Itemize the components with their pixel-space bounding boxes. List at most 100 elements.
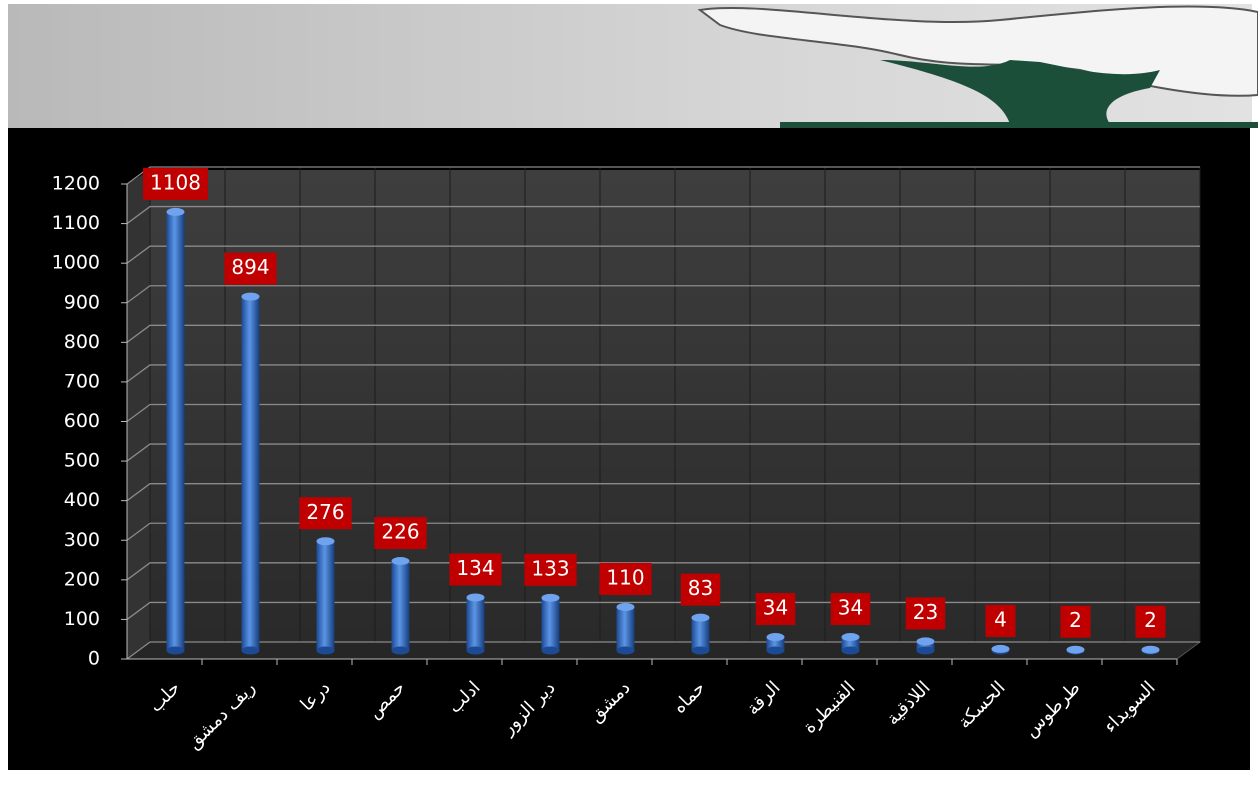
value-label-box [985,604,1016,637]
bar-cap [916,637,935,646]
bar [691,617,710,651]
bar-base [616,646,635,655]
side-wall [127,170,150,659]
y-tick-label: 900 [64,291,100,313]
bar-cap [841,633,860,642]
grid-line [126,403,1200,423]
floor [125,641,1202,660]
y-tick-label: 100 [64,608,100,630]
bar-group [766,633,785,655]
bar-cap [316,537,335,546]
y-tick-label: 500 [64,450,100,472]
value-label: 4 [994,607,1007,631]
value-label: 34 [763,596,788,620]
bar [241,296,260,651]
value-label-box [905,597,946,630]
bar-group [616,602,635,655]
bar-group [166,207,185,655]
tree-decoration [697,5,1258,128]
bar-cap [466,593,485,602]
value-label: 133 [531,556,569,580]
bar [616,606,635,651]
bar-base [691,646,710,655]
bar-cap [241,292,260,301]
grid-line [126,166,1200,185]
grid-line [126,522,1200,541]
bar-base [766,646,785,655]
y-tick-label: 700 [64,370,100,392]
bar-cap [166,207,185,216]
y-tick-label: 400 [64,489,100,511]
value-label: 2 [1144,608,1157,632]
y-tick-label: 600 [64,410,100,432]
value-label-box [449,553,502,586]
value-label: 110 [606,565,644,589]
value-label: 23 [913,600,938,624]
bar-base [466,646,485,655]
value-label-box [830,593,871,626]
value-label-box [143,167,208,200]
bar [166,211,185,651]
value-label-box [299,497,352,530]
bar-group [316,537,335,655]
bar-group [841,633,860,655]
value-label: 276 [306,500,344,524]
value-label: 226 [381,520,419,544]
value-label: 894 [231,255,269,279]
bar-cap [766,633,785,642]
y-tick-label: 1000 [52,252,100,274]
value-label-box [374,517,427,550]
bar-cap [391,557,410,566]
y-tick-label: 800 [64,331,100,353]
value-label-box [1060,605,1091,638]
bar-base [391,646,410,655]
value-label: 2 [1069,608,1082,632]
bar-group [391,557,410,655]
y-tick-label: 200 [64,568,100,590]
bar [391,561,410,651]
value-label-box [224,252,277,285]
grid-line [126,205,1200,225]
bar-cap [541,593,560,602]
bar-cap [1066,645,1085,654]
value-label-box [1135,605,1166,638]
value-label: 134 [456,556,494,580]
bar-cap [616,602,635,611]
bar-base [241,646,260,655]
bar-base [916,646,935,655]
chart: 0 100 200 300 400 500 600 700 800 900 1000 1100 1200… [52,166,1201,753]
bar-group [241,292,260,655]
grid-line [126,364,1200,383]
y-tick-label: 0 [88,648,100,670]
bar-base [166,646,185,655]
value-label: 1108 [150,170,201,194]
bar-group [466,593,485,655]
grid-line [126,324,1200,343]
bar-group [916,637,935,655]
value-label-box [524,553,577,586]
bar-cap [991,644,1010,653]
value-label: 83 [688,576,713,600]
grid-line [126,562,1200,581]
grid-line [126,285,1200,304]
bar [466,597,485,651]
bar-group [1066,645,1085,655]
bar-base [841,646,860,655]
bar [541,597,560,651]
value-label: 34 [838,596,863,620]
bar-base [316,646,335,655]
grid-line [126,483,1200,502]
bar-group [541,593,560,655]
grid-line [126,443,1200,462]
bar-group [991,644,1010,655]
bar [316,541,335,651]
y-tick-label: 1100 [52,212,100,234]
value-label-box [680,573,721,606]
bar-cap [1141,645,1160,654]
value-label-box [599,562,652,595]
bar-group [1141,645,1160,655]
y-tick-label: 300 [64,529,100,551]
bar-group [691,613,710,655]
bar [916,641,935,651]
